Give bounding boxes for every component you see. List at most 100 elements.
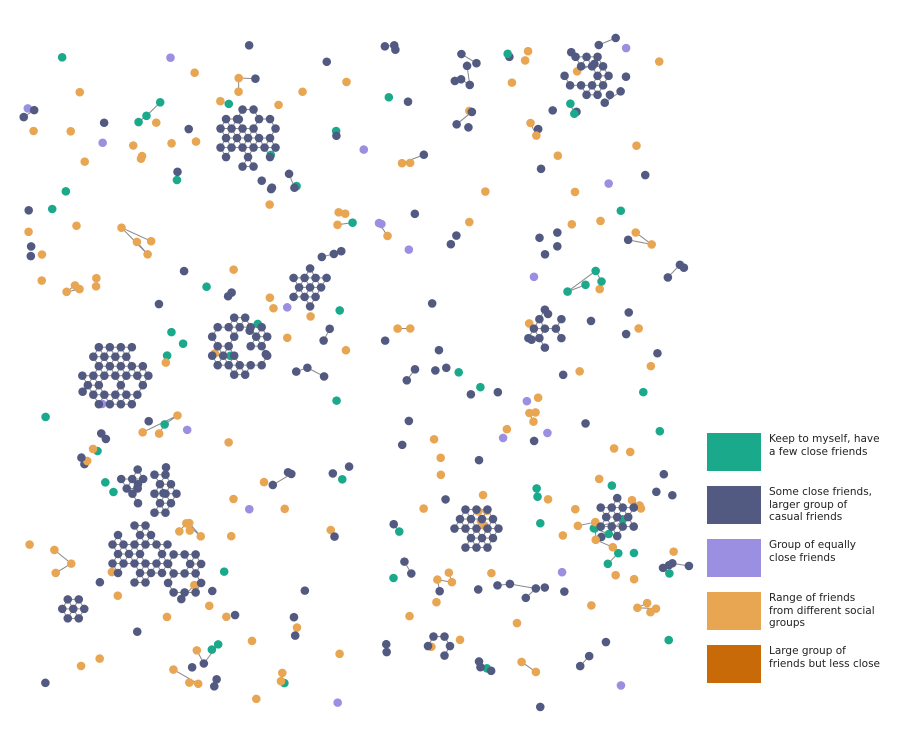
- node: [190, 580, 199, 590]
- node: [70, 281, 80, 290]
- node: [317, 252, 327, 262]
- node: [441, 363, 451, 373]
- node: [381, 639, 391, 649]
- node: [540, 583, 550, 592]
- node: [119, 540, 128, 549]
- node: [144, 416, 153, 426]
- legend-label: Keep to myself, have a few close friends: [769, 433, 880, 458]
- node: [581, 419, 590, 428]
- node: [157, 549, 167, 559]
- legend-swatch: [707, 433, 761, 471]
- node: [419, 504, 428, 513]
- node: [494, 524, 503, 533]
- node: [522, 396, 532, 406]
- node: [454, 367, 464, 377]
- node: [521, 593, 531, 603]
- node: [251, 694, 261, 704]
- node: [623, 512, 633, 522]
- node: [432, 597, 441, 607]
- node: [161, 463, 171, 472]
- node: [535, 314, 544, 324]
- node: [249, 105, 258, 114]
- node: [623, 235, 633, 245]
- node: [330, 532, 339, 541]
- node: [108, 559, 117, 568]
- node: [464, 123, 473, 132]
- node: [135, 530, 145, 540]
- node: [529, 436, 539, 446]
- node: [191, 137, 201, 146]
- node: [359, 145, 369, 154]
- node: [199, 659, 209, 668]
- node: [476, 662, 485, 672]
- node: [218, 351, 228, 360]
- node: [512, 618, 522, 628]
- node: [152, 540, 161, 549]
- node: [493, 387, 503, 397]
- legend-swatch: [707, 645, 761, 683]
- node: [403, 97, 413, 107]
- node: [221, 133, 231, 143]
- node: [98, 138, 107, 148]
- node: [488, 533, 498, 543]
- node: [137, 151, 147, 161]
- node: [565, 81, 575, 90]
- node: [612, 512, 622, 522]
- legend-item: Some close friends, larger group of casu…: [707, 486, 897, 539]
- node: [332, 131, 341, 141]
- node: [450, 524, 459, 533]
- nodes: [19, 33, 694, 712]
- node: [72, 221, 81, 231]
- node: [389, 573, 398, 583]
- node: [157, 568, 167, 578]
- node: [224, 438, 233, 447]
- node: [533, 124, 543, 134]
- node: [122, 371, 131, 381]
- node: [389, 41, 399, 50]
- node: [235, 322, 244, 332]
- node: [638, 387, 648, 397]
- node: [234, 73, 243, 83]
- node: [180, 588, 189, 597]
- node: [89, 371, 98, 381]
- node: [498, 433, 508, 443]
- node: [180, 550, 189, 559]
- node: [135, 568, 145, 578]
- node: [461, 524, 470, 533]
- node: [196, 559, 206, 569]
- node: [632, 141, 641, 151]
- node: [127, 399, 137, 409]
- node: [192, 646, 202, 655]
- node: [305, 264, 315, 273]
- node: [127, 342, 137, 352]
- node: [163, 540, 172, 549]
- node: [319, 372, 329, 381]
- node: [122, 484, 131, 493]
- node: [629, 503, 639, 512]
- node: [172, 489, 181, 499]
- node: [570, 187, 580, 197]
- node: [116, 342, 126, 352]
- node: [380, 336, 390, 345]
- node: [166, 479, 176, 489]
- node: [613, 548, 623, 558]
- node: [535, 702, 545, 712]
- node: [77, 453, 86, 462]
- node: [532, 131, 541, 140]
- node: [311, 292, 320, 302]
- node: [316, 283, 326, 292]
- node: [625, 447, 635, 457]
- node: [268, 480, 278, 490]
- node: [232, 133, 242, 143]
- node: [116, 474, 126, 484]
- node: [618, 522, 628, 531]
- node: [94, 380, 104, 390]
- node: [284, 169, 294, 179]
- node: [251, 332, 261, 341]
- node: [29, 126, 38, 136]
- node: [238, 143, 247, 152]
- node: [427, 299, 437, 308]
- node: [287, 469, 296, 479]
- node: [570, 109, 579, 119]
- node: [654, 57, 664, 66]
